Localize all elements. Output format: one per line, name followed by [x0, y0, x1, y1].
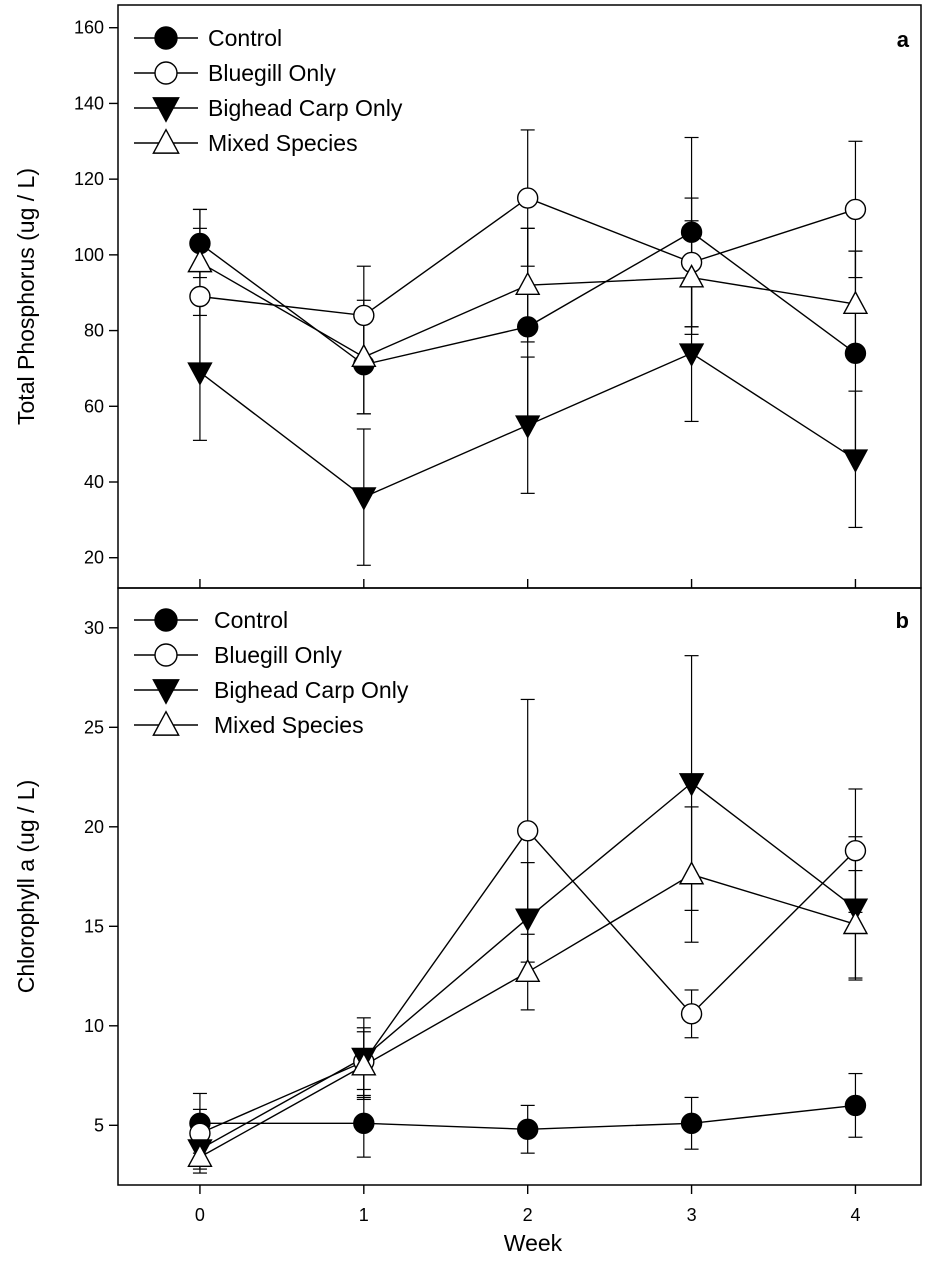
- data-point: [351, 1052, 377, 1076]
- legend: Control Bluegill Only Bighead Carp Only Mix…: [134, 607, 409, 738]
- data-point: [842, 898, 869, 922]
- legend-marker: [152, 128, 180, 154]
- panel-letter: b: [896, 608, 909, 633]
- y-tick-label: 100: [74, 245, 104, 265]
- legend-label: Control: [214, 607, 288, 633]
- legend-marker: [154, 643, 178, 667]
- legend-label: Bighead Carp Only: [208, 95, 403, 121]
- y-axis-title: Chlorophyll a (ug / L): [13, 780, 39, 994]
- data-point: [353, 1112, 375, 1135]
- data-point: [353, 304, 375, 327]
- data-point: [842, 910, 869, 935]
- data-point: [516, 1118, 539, 1140]
- x-tick-label: 0: [195, 1205, 205, 1225]
- data-point: [678, 773, 705, 797]
- y-tick-label: 20: [84, 817, 104, 837]
- data-point: [844, 198, 867, 221]
- plot-frame: [117, 587, 922, 1186]
- data-point: [515, 908, 541, 932]
- y-tick-label: 25: [84, 717, 104, 737]
- y-tick-label: 5: [94, 1115, 104, 1135]
- legend-label: Mixed Species: [208, 130, 358, 156]
- data-point: [351, 343, 377, 367]
- legend-marker: [152, 679, 180, 705]
- data-point: [187, 362, 213, 386]
- y-tick-label: 15: [84, 916, 104, 936]
- data-point: [678, 264, 705, 288]
- legend-label: Bluegill Only: [208, 60, 336, 86]
- data-point: [189, 285, 211, 308]
- legend-marker: [154, 608, 178, 632]
- y-tick-label: 120: [74, 169, 104, 189]
- series-markers-2: [187, 343, 869, 511]
- y-axis-title: Total Phosphorus (ug / L): [13, 168, 39, 425]
- legend-label: Control: [208, 25, 282, 51]
- x-tick-label: 4: [850, 1205, 860, 1225]
- data-point: [680, 221, 703, 243]
- data-point: [842, 449, 869, 473]
- x-axis-title: Week: [504, 1230, 563, 1256]
- panel-a: 20 40 60 80 100 120 140 160 Total Phosphorus (ug…: [13, 4, 922, 589]
- data-point: [516, 316, 539, 338]
- data-point: [844, 1094, 867, 1117]
- data-point: [187, 1143, 213, 1168]
- data-point: [351, 487, 377, 511]
- legend-marker: [154, 61, 178, 85]
- data-point: [515, 415, 541, 439]
- legend-label: Bluegill Only: [214, 642, 342, 668]
- y-tick-label: 10: [84, 1016, 104, 1036]
- y-tick-label: 80: [84, 321, 104, 341]
- legend-marker: [152, 97, 180, 123]
- y-tick-label: 140: [74, 93, 104, 113]
- y-tick-label: 160: [74, 18, 104, 38]
- legend-label: Mixed Species: [214, 712, 364, 738]
- series-markers-3: [187, 861, 869, 1168]
- data-point: [678, 343, 705, 367]
- y-tick-label: 60: [84, 396, 104, 416]
- y-tick-label: 40: [84, 472, 104, 492]
- data-point: [187, 248, 213, 273]
- legend-label: Bighead Carp Only: [214, 677, 409, 703]
- data-point: [678, 861, 705, 885]
- data-point: [844, 342, 867, 364]
- data-point: [680, 1112, 703, 1135]
- panel-b: 5 10 15 20 25 30 0 1 2 3 4 Chlorophyll a (ug / L) b C…: [13, 587, 922, 1225]
- x-tick-label: 1: [359, 1205, 369, 1225]
- series-markers-0: [189, 221, 867, 376]
- legend-marker: [154, 26, 178, 50]
- data-point: [516, 187, 539, 209]
- x-tick-label: 2: [523, 1205, 533, 1225]
- legend-marker: [152, 710, 180, 736]
- data-point: [515, 958, 541, 982]
- y-tick-label: 20: [84, 548, 104, 568]
- data-point: [844, 839, 867, 862]
- x-tick-label: 3: [687, 1205, 697, 1225]
- data-point: [516, 820, 539, 842]
- data-point: [842, 290, 869, 314]
- y-tick-label: 30: [84, 618, 104, 638]
- data-point: [680, 1003, 703, 1025]
- data-point: [515, 271, 541, 296]
- series-markers-3: [187, 248, 869, 367]
- legend: Control Bluegill Only Bighead Carp Only Mix…: [134, 25, 403, 156]
- panel-letter: a: [897, 27, 910, 52]
